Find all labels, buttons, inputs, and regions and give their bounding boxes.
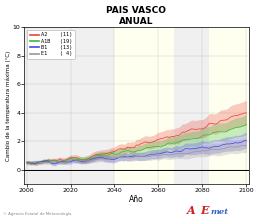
- Y-axis label: Cambio de la temperatura máxima (°C): Cambio de la temperatura máxima (°C): [5, 51, 11, 161]
- Legend: A2    (11), A1B   (19), B1    (13), E1    ( 4): A2 (11), A1B (19), B1 (13), E1 ( 4): [27, 30, 75, 59]
- Text: E: E: [200, 205, 209, 216]
- X-axis label: Año: Año: [129, 195, 144, 204]
- Text: A: A: [187, 205, 196, 216]
- Text: met: met: [211, 208, 229, 216]
- Title: PAIS VASCO
ANUAL: PAIS VASCO ANUAL: [107, 5, 166, 26]
- Bar: [114, 27, 174, 184]
- Bar: [209, 27, 249, 184]
- Text: © Agencia Estatal de Meteorología: © Agencia Estatal de Meteorología: [3, 212, 71, 216]
